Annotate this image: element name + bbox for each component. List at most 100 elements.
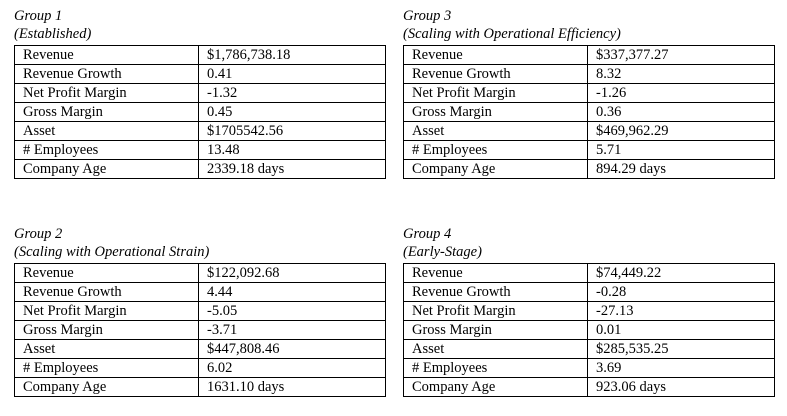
row-label: # Employees [14,140,199,160]
row-value: $337,377.27 [587,45,775,65]
row-value: 4.44 [198,282,386,302]
row-value: -3.71 [198,320,386,340]
row-label: Net Profit Margin [14,83,199,103]
row-value: -1.26 [587,83,775,103]
row-label: Net Profit Margin [403,83,588,103]
row-value: 13.48 [198,140,386,160]
row-value: $1,786,738.18 [198,45,386,65]
row-label: Company Age [14,377,199,397]
group-3-section: Group 3 (Scaling with Operational Effici… [403,7,775,179]
row-value: $122,092.68 [198,263,386,283]
row-label: Revenue Growth [14,64,199,84]
row-label: Gross Margin [403,320,588,340]
row-label: Revenue Growth [14,282,199,302]
row-value: 0.36 [587,102,775,122]
row-value: 0.45 [198,102,386,122]
row-label: # Employees [14,358,199,378]
row-label: Net Profit Margin [403,301,588,321]
row-label: Net Profit Margin [14,301,199,321]
group-subtitle: (Scaling with Operational Efficiency) [403,26,621,42]
row-label: Gross Margin [14,102,199,122]
group-4-table: Revenue $74,449.22 Revenue Growth -0.28 Ne… [403,263,775,397]
row-value: $74,449.22 [587,263,775,283]
group-subtitle: (Scaling with Operational Strain) [14,244,210,260]
group-2-section: Group 2 (Scaling with Operational Strain… [14,225,386,397]
row-label: Company Age [403,159,588,179]
table-row: Revenue $122,092.68 [14,263,386,283]
table-row: Revenue Growth -0.28 [403,282,775,302]
table-row: Gross Margin 0.36 [403,102,775,122]
group-1-table: Revenue $1,786,738.18 Revenue Growth 0.41 … [14,45,386,179]
table-row: Asset $1705542.56 [14,121,386,141]
row-value: $447,808.46 [198,339,386,359]
table-row: Gross Margin 0.45 [14,102,386,122]
group-title: Group 3 [403,8,452,24]
table-row: # Employees 6.02 [14,358,386,378]
group-2-table: Revenue $122,092.68 Revenue Growth 4.44 Ne… [14,263,386,397]
table-row: Company Age 2339.18 days [14,159,386,179]
row-value: 923.06 days [587,377,775,397]
row-label: Revenue Growth [403,64,588,84]
row-label: # Employees [403,140,588,160]
row-value: 1631.10 days [198,377,386,397]
row-value: -0.28 [587,282,775,302]
row-label: Asset [403,339,588,359]
row-value: -5.05 [198,301,386,321]
table-row: # Employees 13.48 [14,140,386,160]
group-3-table: Revenue $337,377.27 Revenue Growth 8.32 Ne… [403,45,775,179]
row-value: 0.41 [198,64,386,84]
table-row: Gross Margin -3.71 [14,320,386,340]
row-label: Gross Margin [14,320,199,340]
row-label: Asset [14,121,199,141]
row-value: 2339.18 days [198,159,386,179]
row-label: Gross Margin [403,102,588,122]
table-row: Gross Margin 0.01 [403,320,775,340]
table-row: Company Age 1631.10 days [14,377,386,397]
row-label: Asset [403,121,588,141]
row-label: Asset [14,339,199,359]
row-label: Revenue [403,263,588,283]
table-row: Revenue $74,449.22 [403,263,775,283]
table-row: Asset $469,962.29 [403,121,775,141]
table-row: Company Age 894.29 days [403,159,775,179]
table-row: Revenue Growth 4.44 [14,282,386,302]
row-value: 0.01 [587,320,775,340]
row-value: 3.69 [587,358,775,378]
group-subtitle: (Early-Stage) [403,244,482,260]
table-row: Revenue Growth 8.32 [403,64,775,84]
table-row: Net Profit Margin -1.26 [403,83,775,103]
row-value: $1705542.56 [198,121,386,141]
table-row: Revenue $337,377.27 [403,45,775,65]
table-row: Revenue $1,786,738.18 [14,45,386,65]
group-4-section: Group 4 (Early-Stage) Revenue $74,449.22 … [403,225,775,397]
row-label: Company Age [14,159,199,179]
table-row: # Employees 5.71 [403,140,775,160]
row-value: $469,962.29 [587,121,775,141]
group-1-section: Group 1 (Established) Revenue $1,786,738.… [14,7,386,179]
table-row: Asset $447,808.46 [14,339,386,359]
table-row: Net Profit Margin -1.32 [14,83,386,103]
row-label: Revenue [14,263,199,283]
table-row: Asset $285,535.25 [403,339,775,359]
group-title: Group 4 [403,226,452,242]
table-row: Revenue Growth 0.41 [14,64,386,84]
row-value: -27.13 [587,301,775,321]
table-row: Company Age 923.06 days [403,377,775,397]
row-value: 6.02 [198,358,386,378]
row-label: Revenue [14,45,199,65]
row-value: 5.71 [587,140,775,160]
row-label: Revenue Growth [403,282,588,302]
group-title: Group 1 [14,8,63,24]
row-label: Company Age [403,377,588,397]
table-row: # Employees 3.69 [403,358,775,378]
row-value: -1.32 [198,83,386,103]
row-value: 8.32 [587,64,775,84]
group-title: Group 2 [14,226,63,242]
row-value: 894.29 days [587,159,775,179]
row-label: Revenue [403,45,588,65]
row-label: # Employees [403,358,588,378]
table-row: Net Profit Margin -5.05 [14,301,386,321]
table-row: Net Profit Margin -27.13 [403,301,775,321]
group-subtitle: (Established) [14,26,92,42]
row-value: $285,535.25 [587,339,775,359]
